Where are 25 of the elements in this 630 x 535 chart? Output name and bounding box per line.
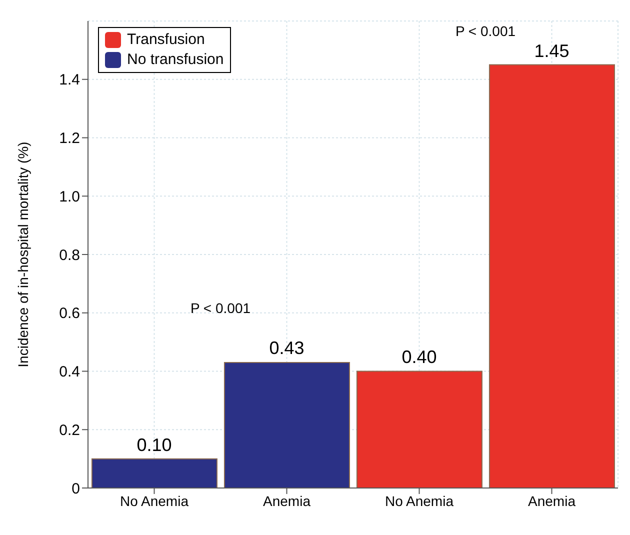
x-tick-label: Anemia — [263, 492, 311, 509]
y-tick-label: 0.8 — [59, 246, 80, 264]
y-tick-label: 0.4 — [59, 364, 80, 381]
bar — [224, 362, 350, 488]
bar — [91, 458, 218, 488]
legend-label: No transfusion — [127, 50, 224, 70]
data-label: 0.10 — [136, 434, 173, 456]
data-label: 1.45 — [533, 40, 570, 62]
bar — [356, 370, 482, 488]
y-tick-label: 0.2 — [59, 422, 80, 439]
y-tick-label: 0 — [72, 480, 80, 498]
data-label: 0.43 — [268, 338, 306, 360]
y-tick-label: 1.2 — [59, 130, 80, 148]
annotation: P < 0.001 — [454, 23, 517, 39]
x-tick-label: No Anemia — [385, 492, 454, 509]
legend-label: Transfusion — [127, 30, 205, 50]
annotation: P < 0.001 — [189, 300, 252, 316]
y-tick-label: 1.4 — [59, 72, 80, 89]
x-tick-label: No Anemia — [120, 492, 189, 509]
y-axis-title: Incidence of in-hospital mortality (%) — [14, 142, 31, 368]
x-tick-label: Anemia — [528, 492, 576, 509]
data-label: 0.40 — [400, 347, 438, 368]
bar — [488, 64, 615, 488]
y-tick-label: 0.6 — [59, 305, 80, 322]
y-tick-label: 1.0 — [59, 188, 80, 206]
